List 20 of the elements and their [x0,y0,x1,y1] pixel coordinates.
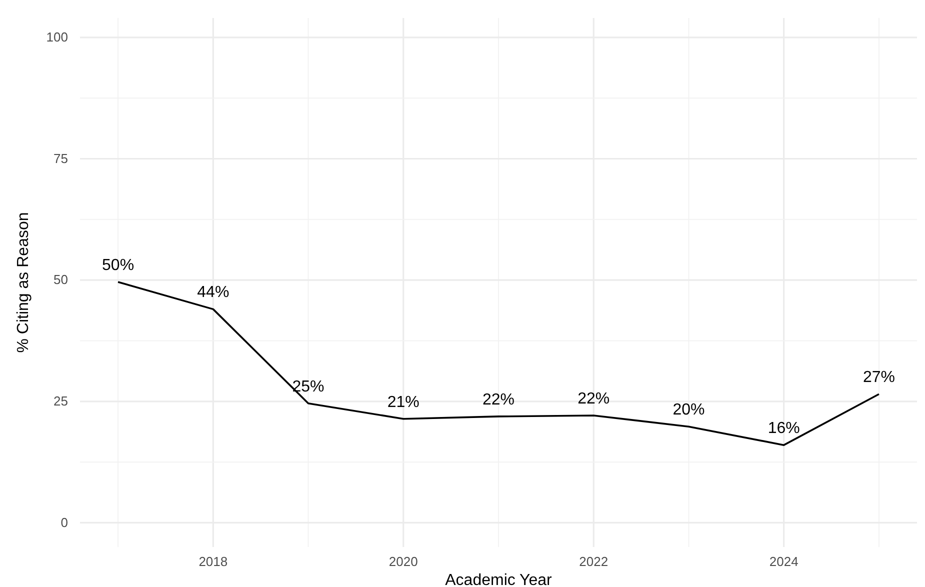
x-tick-label: 2024 [769,554,798,570]
data-label: 22% [482,391,515,408]
data-label: 44% [197,284,230,302]
y-tick-label: 75 [54,150,68,166]
data-label: 21% [387,394,420,411]
data-label: 27% [862,369,895,386]
data-label: 25% [292,378,324,396]
y-tick-label: 50 [54,272,68,288]
x-tick-label: 2022 [579,554,608,570]
data-label: 50% [102,257,134,274]
y-tick-label: 0 [60,514,68,530]
data-label: 20% [672,402,705,419]
x-tick-label: 2018 [198,554,228,570]
y-tick-label: 25 [54,394,68,409]
x-axis-title: Academic Year [445,572,553,587]
y-tick-label: 100 [46,30,68,45]
x-tick-label: 2020 [388,554,418,570]
data-label: 16% [768,420,800,438]
y-axis-title: % Citing as Reason [15,212,32,353]
data-label: 22% [578,390,610,408]
